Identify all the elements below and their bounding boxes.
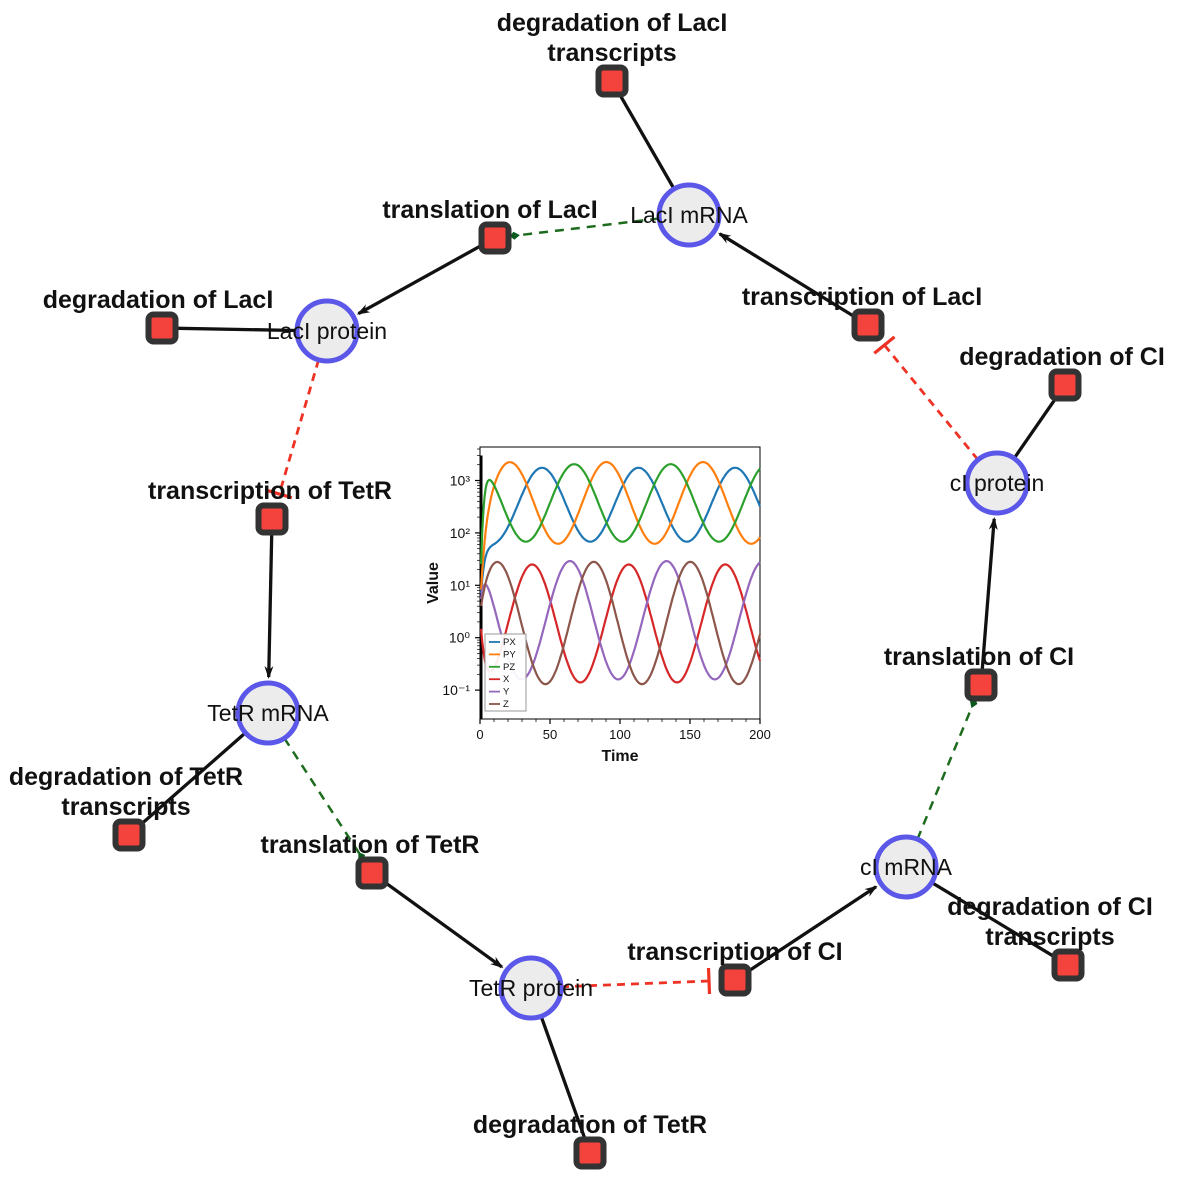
svg-text:translation of CI: translation of CI bbox=[884, 643, 1074, 671]
svg-text:PX: PX bbox=[503, 637, 516, 648]
svg-text:Y: Y bbox=[503, 687, 510, 698]
svg-text:cI protein: cI protein bbox=[950, 470, 1045, 496]
svg-text:LacI protein: LacI protein bbox=[267, 318, 387, 344]
svg-text:Z: Z bbox=[503, 699, 509, 710]
svg-text:10²: 10² bbox=[450, 525, 471, 541]
svg-text:10¹: 10¹ bbox=[450, 577, 471, 593]
svg-text:degradation of LacI: degradation of LacI bbox=[43, 286, 274, 314]
svg-text:cI mRNA: cI mRNA bbox=[860, 854, 953, 880]
svg-text:degradation of LacI: degradation of LacI bbox=[497, 9, 728, 37]
svg-text:LacI mRNA: LacI mRNA bbox=[630, 202, 748, 228]
svg-text:200: 200 bbox=[749, 727, 771, 742]
svg-text:translation of TetR: translation of TetR bbox=[261, 831, 480, 859]
svg-text:TetR protein: TetR protein bbox=[469, 975, 593, 1001]
svg-text:transcription of CI: transcription of CI bbox=[627, 938, 842, 966]
svg-text:150: 150 bbox=[679, 727, 701, 742]
svg-text:degradation of TetR: degradation of TetR bbox=[9, 763, 243, 791]
svg-text:PZ: PZ bbox=[503, 662, 515, 673]
svg-text:transcripts: transcripts bbox=[547, 39, 676, 67]
svg-text:0: 0 bbox=[476, 727, 483, 742]
svg-text:translation of LacI: translation of LacI bbox=[382, 196, 597, 224]
svg-text:10⁰: 10⁰ bbox=[449, 630, 471, 646]
svg-text:X: X bbox=[503, 674, 510, 685]
svg-text:Value: Value bbox=[425, 562, 442, 604]
svg-text:Time: Time bbox=[601, 748, 638, 765]
svg-text:transcription of LacI: transcription of LacI bbox=[742, 283, 982, 311]
svg-text:10⁻¹: 10⁻¹ bbox=[442, 682, 470, 698]
svg-text:degradation of CI: degradation of CI bbox=[947, 893, 1153, 921]
svg-text:degradation of CI: degradation of CI bbox=[959, 343, 1165, 371]
svg-text:10³: 10³ bbox=[450, 473, 471, 489]
svg-text:TetR mRNA: TetR mRNA bbox=[207, 700, 329, 726]
svg-text:100: 100 bbox=[609, 727, 631, 742]
svg-text:50: 50 bbox=[543, 727, 557, 742]
svg-text:PY: PY bbox=[503, 649, 516, 660]
svg-text:transcripts: transcripts bbox=[61, 793, 190, 821]
svg-text:transcripts: transcripts bbox=[985, 923, 1114, 951]
svg-text:degradation of TetR: degradation of TetR bbox=[473, 1111, 707, 1139]
svg-text:transcription of TetR: transcription of TetR bbox=[148, 477, 392, 505]
